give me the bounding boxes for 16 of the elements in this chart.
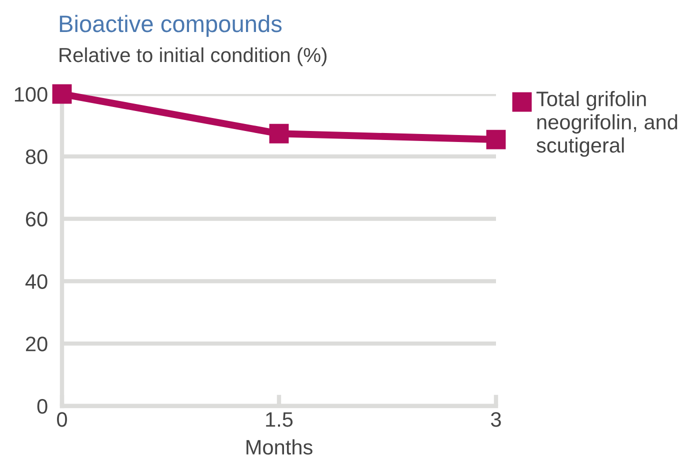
x-tick-label: 0 xyxy=(57,412,67,427)
chart-subtitle: Relative to initial condition (%) xyxy=(60,47,327,66)
x-tick-label: 3 xyxy=(491,412,501,427)
y-tick-label: 0 xyxy=(37,399,48,414)
x-tick-label: 1.5 xyxy=(266,412,293,427)
y-tick-label: 20 xyxy=(26,336,48,352)
point xyxy=(52,84,72,104)
y-tick-label: 60 xyxy=(26,212,48,227)
y-tick-label: 100 xyxy=(14,87,48,102)
point xyxy=(486,130,506,150)
y-tick-label: 40 xyxy=(25,274,48,289)
y-tick-label: 80 xyxy=(26,149,48,164)
point xyxy=(269,124,289,144)
legend-label: Total grifolin neogrifolin, and scutigeral xyxy=(536,91,678,157)
x-axis-title: Months xyxy=(246,439,312,455)
chart-title: Bioactive compounds xyxy=(60,14,282,37)
